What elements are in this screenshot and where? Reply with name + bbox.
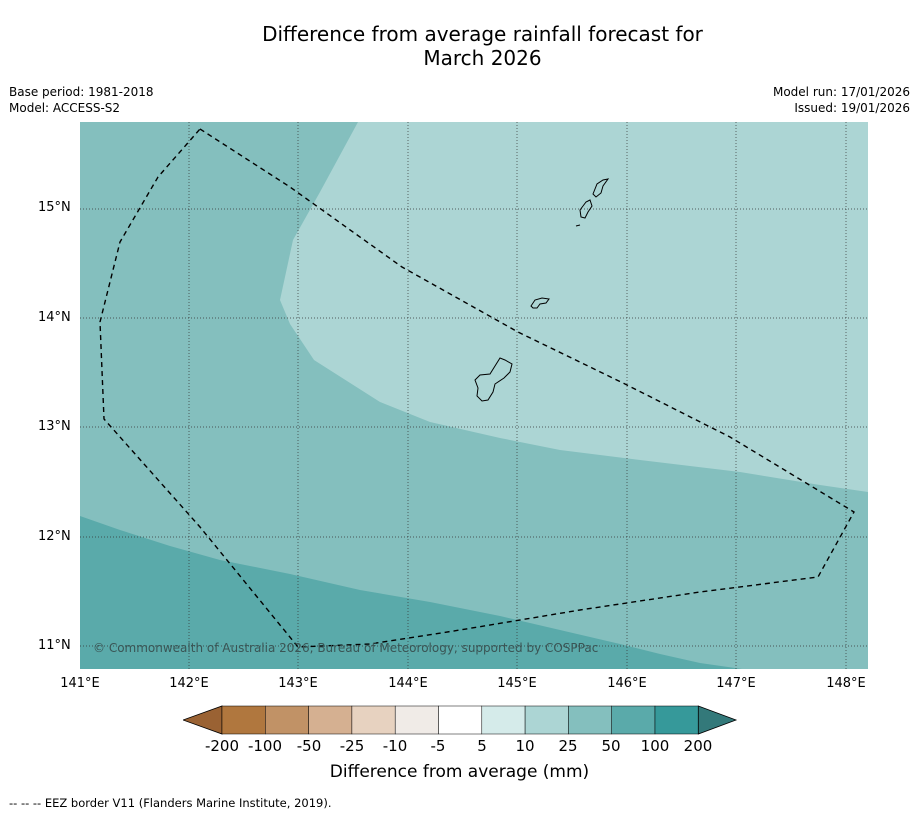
legend-swatch-5 xyxy=(394,705,439,735)
title-line-1: Difference from average rainfall forecas… xyxy=(262,22,703,46)
aguijan-island xyxy=(575,224,581,227)
legend-tick-8: 25 xyxy=(558,737,578,755)
legend-swatch-8 xyxy=(524,705,569,735)
colorbar-swatches xyxy=(183,705,738,735)
saipan-island xyxy=(592,178,610,198)
legend-swatch-3 xyxy=(308,705,353,735)
forecast-map xyxy=(80,122,868,669)
band-25-50 xyxy=(280,122,868,492)
legend-tick-7: 10 xyxy=(515,737,535,755)
legend-swatch-9 xyxy=(568,705,612,735)
lon-label-144: 144°E xyxy=(388,676,428,691)
colorbar xyxy=(183,705,738,735)
meta-right: Model run: 17/01/2026 Issued: 19/01/2026 xyxy=(773,84,910,116)
islands xyxy=(474,178,610,402)
legend-swatch-extend-high xyxy=(697,705,738,735)
lon-label-142: 142°E xyxy=(169,676,209,691)
legend-tick-0: -200 xyxy=(204,737,240,755)
legend-tick-2: -50 xyxy=(296,737,322,755)
legend-swatch-10 xyxy=(611,705,656,735)
legend-tick-4: -10 xyxy=(382,737,408,755)
tinian-island xyxy=(579,199,593,219)
lat-label-14: 14°N xyxy=(38,310,71,325)
eez-border xyxy=(99,128,855,648)
legend-swatch-extend-low xyxy=(183,705,223,735)
lon-label-146: 146°E xyxy=(607,676,647,691)
lon-label-143: 143°E xyxy=(278,676,318,691)
meta-left: Base period: 1981-2018 Model: ACCESS-S2 xyxy=(9,84,154,116)
lat-label-11: 11°N xyxy=(38,638,71,653)
model-run: Model run: 17/01/2026 xyxy=(772,85,910,99)
model-name: Model: ACCESS-S2 xyxy=(9,101,121,115)
rota-island xyxy=(530,297,550,309)
issued-date: Issued: 19/01/2026 xyxy=(794,101,910,115)
lon-label-147: 147°E xyxy=(716,676,756,691)
gridlines xyxy=(80,122,868,669)
eez-footnote: -- -- -- EEZ border V11 (Flanders Marine… xyxy=(9,796,332,810)
legend-swatch-2 xyxy=(265,705,309,735)
legend-tick-11: 200 xyxy=(683,737,713,755)
legend-swatch-7 xyxy=(481,705,526,735)
legend-tick-5: -5 xyxy=(430,737,446,755)
legend-swatch-6 xyxy=(438,705,483,735)
legend-title: Difference from average (mm) xyxy=(329,762,590,782)
legend-tick-9: 50 xyxy=(601,737,621,755)
legend-swatch-11 xyxy=(654,705,699,735)
legend-tick-10: 100 xyxy=(640,737,670,755)
band-100-200 xyxy=(80,516,742,669)
guam-island xyxy=(474,357,513,402)
lat-label-13: 13°N xyxy=(38,419,71,434)
lat-label-12: 12°N xyxy=(38,529,71,544)
lat-label-15: 15°N xyxy=(38,200,71,215)
lon-label-141: 141°E xyxy=(60,676,100,691)
base-period: Base period: 1981-2018 xyxy=(9,85,154,99)
lon-label-148: 148°E xyxy=(826,676,866,691)
legend-tick-1: -100 xyxy=(247,737,283,755)
chart-title: Difference from average rainfall forecas… xyxy=(0,22,919,70)
title-line-2: March 2026 xyxy=(423,46,542,70)
legend-swatch-4 xyxy=(351,705,396,735)
copyright-notice: © Commonwealth of Australia 2026, Bureau… xyxy=(93,641,599,655)
lon-label-145: 145°E xyxy=(497,676,537,691)
legend-tick-3: -25 xyxy=(339,737,365,755)
legend-tick-6: 5 xyxy=(477,737,487,755)
legend-swatch-1 xyxy=(221,705,266,735)
